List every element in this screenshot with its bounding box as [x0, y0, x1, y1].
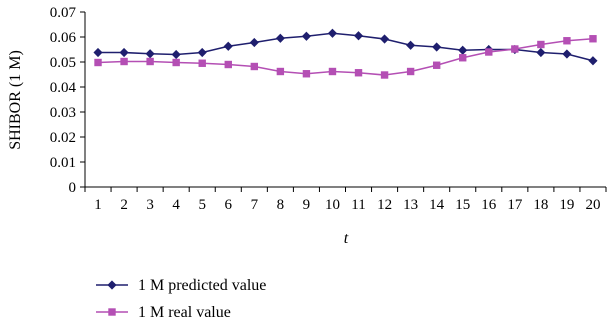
- y-tick-label: 0.05: [50, 55, 76, 71]
- data-point: [198, 59, 206, 67]
- x-tick-label: 13: [403, 197, 418, 213]
- x-tick-label: 10: [325, 197, 340, 213]
- data-point: [354, 69, 363, 77]
- y-tick-label: 0.06: [50, 30, 77, 46]
- data-point: [223, 41, 233, 51]
- data-point: [171, 49, 181, 60]
- data-point: [249, 37, 259, 48]
- series-1: [93, 28, 598, 66]
- x-tick-label: 6: [225, 197, 233, 213]
- data-point: [146, 57, 154, 66]
- data-point: [172, 58, 180, 67]
- data-point: [562, 49, 572, 59]
- x-tick-label: 15: [455, 197, 470, 213]
- data-point: [511, 45, 519, 53]
- data-point: [485, 48, 493, 56]
- x-tick-label: 2: [120, 197, 128, 213]
- x-tick-label: 12: [377, 197, 392, 213]
- data-point: [537, 40, 545, 49]
- x-tick-label: 11: [351, 197, 365, 213]
- legend-item: 1 M real value: [96, 304, 231, 321]
- data-point: [197, 47, 207, 58]
- data-point: [458, 45, 468, 55]
- series-line: [98, 32, 594, 62]
- series-lines: [93, 28, 598, 79]
- x-tick-label: 19: [559, 197, 574, 213]
- data-point: [380, 34, 390, 44]
- data-point: [432, 61, 441, 69]
- x-tick-label: 5: [198, 197, 206, 213]
- x-tick-label: 7: [251, 197, 259, 213]
- x-axis: 1 2 3 4 5 6 7 8 9 10 11 12 13 14 15 16 17 18 19 20: [84, 186, 607, 213]
- data-point: [120, 57, 128, 66]
- y-axis-label: SHIBOR (1 M): [7, 50, 24, 150]
- series-line: [97, 37, 594, 76]
- x-tick-label: 18: [533, 197, 548, 213]
- x-tick-label: 17: [507, 197, 523, 213]
- data-point: [250, 62, 259, 71]
- y-tick-label: 0.07: [50, 5, 77, 21]
- x-tick-label: 4: [172, 197, 180, 213]
- y-tick-label: 0.03: [50, 105, 76, 121]
- y-tick-label: 0: [69, 180, 77, 196]
- legend-swatch-marker: [107, 280, 117, 290]
- data-point: [119, 47, 129, 58]
- data-point: [432, 42, 442, 52]
- y-tick-label: 0.04: [50, 80, 77, 96]
- legend-swatch-marker: [108, 308, 116, 316]
- x-tick-label: 3: [146, 197, 154, 213]
- series-2: [94, 35, 597, 79]
- legend-label: 1 M predicted value: [138, 277, 266, 294]
- data-point: [459, 54, 467, 62]
- data-point: [563, 37, 571, 45]
- x-tick-label: 9: [303, 197, 311, 213]
- y-tick-label: 0.01: [50, 155, 76, 171]
- x-tick-label: 16: [481, 197, 497, 213]
- data-point: [536, 47, 546, 58]
- x-axis-label: t: [344, 230, 349, 247]
- data-point: [301, 31, 311, 41]
- data-point: [93, 47, 103, 58]
- legend-label: 1 M real value: [138, 304, 231, 321]
- data-point: [406, 67, 415, 76]
- data-point: [327, 28, 338, 38]
- x-tick-label: 1: [94, 197, 102, 213]
- y-axis: 0 0.01 0.02 0.03 0.04 0.05 0.06 0.07: [50, 5, 86, 196]
- legend: 1 M predicted value 1 M real value: [96, 277, 266, 321]
- data-point: [406, 40, 416, 50]
- data-point: [94, 58, 102, 67]
- x-tick-label: 14: [429, 197, 445, 213]
- data-point: [145, 49, 155, 59]
- data-point: [589, 35, 597, 43]
- data-point: [328, 67, 337, 76]
- data-point: [380, 71, 389, 79]
- data-point: [276, 67, 285, 76]
- data-point: [588, 56, 598, 66]
- x-tick-label: 8: [277, 197, 285, 213]
- data-point: [302, 70, 311, 78]
- data-point: [275, 33, 285, 43]
- y-tick-label: 0.02: [50, 130, 76, 146]
- data-point: [224, 60, 232, 69]
- data-point: [353, 31, 364, 41]
- legend-item: 1 M predicted value: [96, 277, 266, 294]
- x-tick-label: 20: [585, 197, 600, 213]
